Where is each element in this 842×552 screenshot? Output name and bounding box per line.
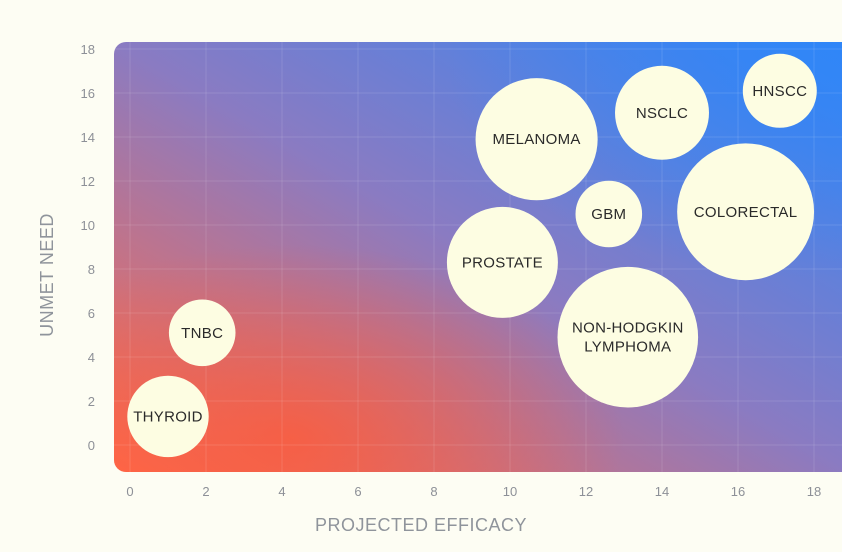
x-axis-title: PROJECTED EFFICACY — [315, 515, 527, 535]
bubble-label: MELANOMA — [492, 131, 580, 148]
x-tick-label: 10 — [503, 484, 517, 499]
bubble-circle — [475, 78, 598, 201]
bubble-label: TNBC — [181, 325, 223, 342]
y-tick-label: 8 — [88, 262, 95, 277]
x-tick-label: 8 — [430, 484, 437, 499]
bubble-circle — [557, 266, 699, 408]
y-tick-label: 14 — [81, 130, 95, 145]
x-tick-label: 14 — [655, 484, 669, 499]
y-tick-label: 2 — [88, 394, 95, 409]
y-axis-ticks: 0 2 4 6 8 10 12 14 16 18 — [81, 42, 95, 453]
x-tick-label: 2 — [202, 484, 209, 499]
bubble-melanoma: MELANOMA — [475, 78, 598, 201]
y-tick-label: 18 — [81, 42, 95, 57]
bubble-label: PROSTATE — [462, 254, 543, 271]
bubble-prostate: PROSTATE — [446, 206, 558, 318]
bubble-non-hodgkin-lymphoma: NON-HODGKIN LYMPHOMA — [557, 266, 699, 408]
x-tick-label: 12 — [579, 484, 593, 499]
bubble-thyroid: THYROID — [127, 375, 209, 458]
bubble-hnscc: HNSCC — [742, 53, 817, 128]
x-tick-label: 4 — [278, 484, 285, 499]
x-tick-label: 18 — [807, 484, 821, 499]
bubble-circle — [615, 65, 709, 160]
y-tick-label: 0 — [88, 438, 95, 453]
bubble-circle — [446, 206, 558, 318]
y-tick-label: 4 — [88, 350, 95, 365]
x-tick-label: 6 — [354, 484, 361, 499]
bubble-colorectal: COLORECTAL — [677, 143, 815, 281]
bubble-label: NSCLC — [636, 105, 688, 122]
y-axis-title: UNMET NEED — [37, 213, 57, 337]
bubble-circle — [168, 299, 236, 367]
bubble-circle — [127, 375, 209, 458]
bubbles: THYROID TNBC PROSTATE GBM MELANOMA NSCLC HNSCC… — [127, 53, 817, 458]
y-tick-label: 6 — [88, 306, 95, 321]
bubble-circle — [742, 53, 817, 128]
bubble-gbm: GBM — [575, 180, 643, 248]
bubble-circle — [575, 180, 643, 248]
bubble-label: THYROID — [133, 408, 203, 425]
bubble-label: NON-HODGKIN LYMPHOMA — [572, 320, 684, 356]
x-tick-label: 16 — [731, 484, 745, 499]
y-tick-label: 12 — [81, 174, 95, 189]
y-tick-label: 16 — [81, 86, 95, 101]
bubble-nsclc: NSCLC — [615, 65, 709, 160]
y-tick-label: 10 — [81, 218, 95, 233]
bubble-label: COLORECTAL — [694, 204, 798, 221]
bubble-tnbc: TNBC — [168, 299, 236, 367]
x-axis-ticks: 0 2 4 6 8 10 12 14 16 18 — [126, 484, 821, 499]
x-tick-label: 0 — [126, 484, 133, 499]
bubble-label: HNSCC — [752, 83, 807, 100]
bubble-circle — [677, 143, 815, 281]
bubble-label: GBM — [591, 206, 626, 223]
